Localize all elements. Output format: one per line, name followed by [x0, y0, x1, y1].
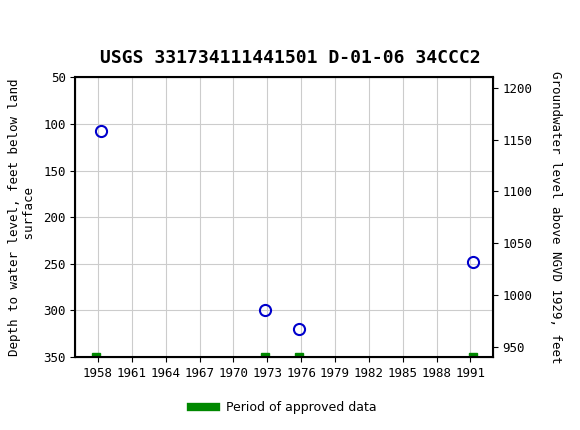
Y-axis label: Depth to water level, feet below land
 surface: Depth to water level, feet below land su… — [8, 78, 36, 356]
Y-axis label: Groundwater level above NGVD 1929, feet: Groundwater level above NGVD 1929, feet — [549, 71, 563, 363]
Legend: Period of approved data: Period of approved data — [186, 396, 382, 419]
Text: ≡USGS: ≡USGS — [17, 14, 92, 38]
Text: USGS 331734111441501 D-01-06 34CCC2: USGS 331734111441501 D-01-06 34CCC2 — [100, 49, 480, 67]
